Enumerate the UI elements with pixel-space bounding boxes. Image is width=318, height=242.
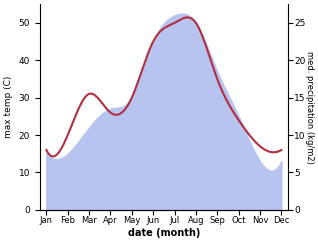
Y-axis label: max temp (C): max temp (C) bbox=[4, 76, 13, 138]
X-axis label: date (month): date (month) bbox=[128, 228, 200, 238]
Y-axis label: med. precipitation (kg/m2): med. precipitation (kg/m2) bbox=[305, 51, 314, 163]
